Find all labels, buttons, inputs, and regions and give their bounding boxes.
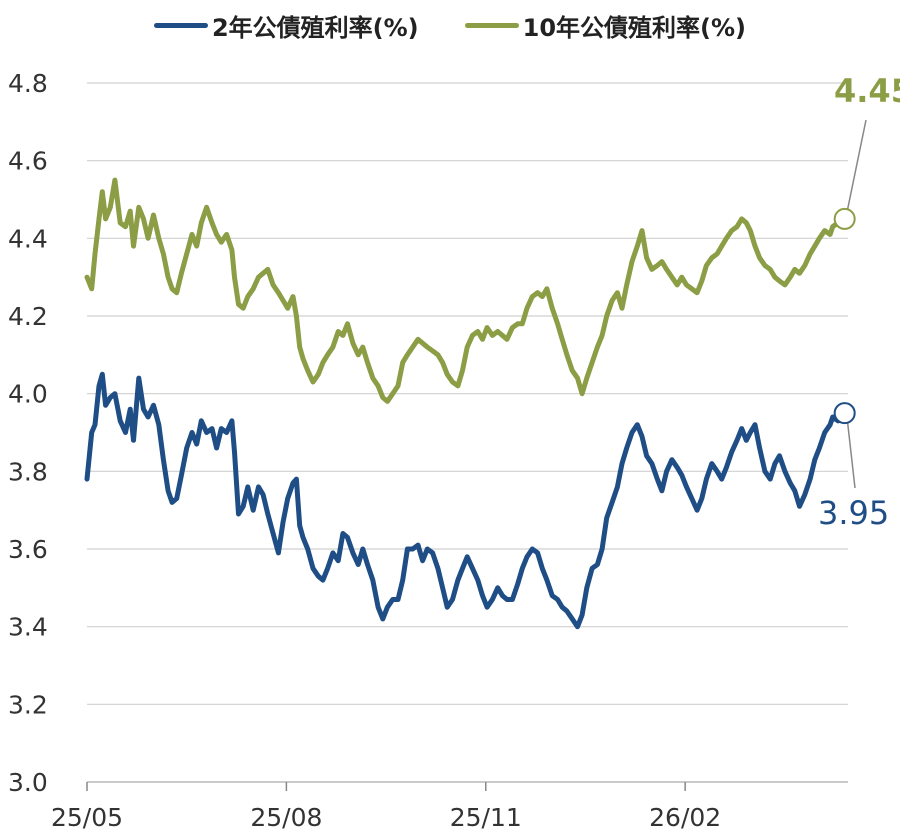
y-tick-label: 4.4	[8, 224, 48, 253]
y-tick-label: 3.2	[8, 690, 48, 719]
legend-swatch-10yr	[464, 23, 519, 28]
y-tick-label: 4.2	[8, 302, 48, 331]
callout-line-10yr	[846, 119, 867, 210]
y-tick-label: 3.8	[8, 457, 48, 486]
x-tick-label: 26/02	[649, 803, 721, 832]
series-line-2yr	[84, 371, 848, 630]
legend-item-2yr: 2年公債殖利率(%)	[153, 8, 419, 43]
y-tick-label: 3.6	[8, 535, 48, 564]
end-marker-10yr	[833, 207, 856, 230]
legend: 2年公債殖利率(%) 10年公債殖利率(%)	[0, 8, 900, 43]
legend-label-10yr: 10年公債殖利率(%)	[522, 14, 747, 42]
y-tick-label: 3.0	[8, 768, 48, 797]
x-tick-label: 25/08	[250, 803, 322, 832]
y-tick-label: 4.6	[8, 147, 48, 176]
y-tick-label: 3.4	[8, 613, 48, 642]
y-tick-label: 4.8	[8, 69, 48, 98]
x-tick-label: 25/11	[450, 803, 522, 832]
y-tick-label: 4.0	[8, 380, 48, 409]
end-value-label-10yr: 4.45	[834, 72, 900, 110]
callout-line-2yr	[846, 422, 856, 489]
x-tick-label: 25/05	[51, 803, 123, 832]
series-line-10yr	[84, 177, 848, 404]
legend-item-10yr: 10年公債殖利率(%)	[464, 8, 747, 43]
end-marker-2yr	[833, 402, 856, 425]
legend-swatch-2yr	[153, 23, 208, 28]
legend-label-2yr: 2年公債殖利率(%)	[211, 14, 419, 42]
end-value-label-2yr: 3.95	[818, 494, 889, 532]
